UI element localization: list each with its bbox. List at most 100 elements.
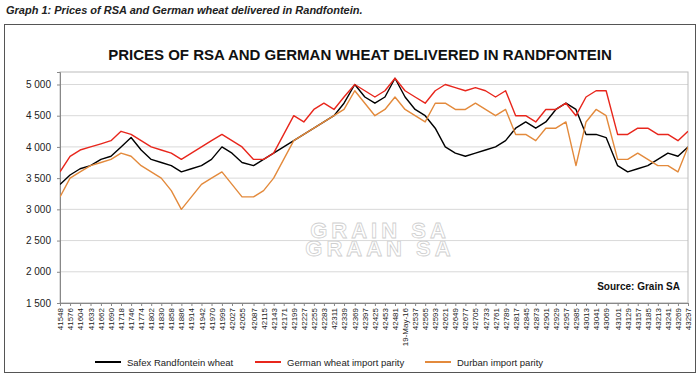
x-tick: 42873	[532, 303, 541, 330]
legend-swatch	[95, 361, 121, 363]
x-tick-mark	[658, 303, 659, 306]
x-tick-label: 42143	[270, 307, 279, 330]
x-tick-mark	[536, 303, 537, 306]
x-tick-mark	[516, 303, 517, 306]
x-tick-mark	[576, 303, 577, 306]
x-tick-mark	[425, 303, 426, 306]
x-tick: 42255	[310, 303, 319, 330]
x-tick-mark	[171, 303, 172, 306]
x-tick-label: 41604	[76, 307, 85, 330]
x-tick: 42369	[351, 303, 360, 330]
x-tick-mark	[606, 303, 607, 306]
x-tick-mark	[668, 303, 669, 306]
y-tick-label: 5 000	[26, 79, 51, 90]
x-tick: 42453	[381, 303, 390, 330]
x-tick: 42055	[238, 303, 247, 330]
x-tick-label: 41886	[177, 307, 186, 330]
x-tick: 42985	[572, 303, 581, 330]
y-tick-label: 3 000	[26, 204, 51, 215]
x-tick: 42957	[562, 303, 571, 330]
x-tick-label: 42055	[238, 307, 247, 330]
series-lines	[60, 78, 688, 209]
x-tick-mark	[435, 303, 436, 306]
series-line	[60, 91, 688, 210]
x-tick-label: 43297	[684, 307, 693, 330]
x-tick: 43069	[602, 303, 611, 330]
x-tick: 41858	[167, 303, 176, 330]
y-axis-line	[57, 73, 61, 304]
x-tick: 42425	[371, 303, 380, 330]
x-tick-label: 42845	[522, 307, 531, 330]
x-tick-label: 43241	[664, 307, 673, 330]
x-tick: 42027	[228, 303, 237, 330]
x-tick: 42705	[471, 303, 480, 330]
y-tick-mark	[57, 272, 60, 273]
x-tick-mark	[465, 303, 466, 306]
x-tick-mark	[101, 303, 102, 306]
x-tick: 42171	[280, 303, 289, 330]
x-tick: 43185	[644, 303, 653, 330]
legend-label: Safex Randfontein wheat	[127, 357, 234, 368]
x-tick-mark	[121, 303, 122, 306]
x-tick-mark	[648, 303, 649, 306]
x-tick: 41662	[97, 303, 106, 330]
x-tick: 41914	[187, 303, 196, 330]
x-tick-label: 43157	[634, 307, 643, 330]
x-tick: 42115	[260, 303, 269, 330]
x-tick: 41830	[157, 303, 166, 330]
x-tick-mark	[405, 303, 406, 306]
legend: Safex Randfontein wheatGerman wheat impo…	[95, 357, 543, 368]
x-tick-mark	[70, 303, 71, 306]
x-tick-mark	[385, 303, 386, 306]
x-tick-label: 41746	[127, 307, 136, 330]
x-tick-label: 41548	[56, 307, 65, 330]
x-tick: 42481	[391, 303, 400, 330]
x-tick-mark	[395, 303, 396, 306]
x-tick: 42199	[290, 303, 299, 330]
x-tick-label: 41662	[97, 307, 106, 330]
x-axis-line	[61, 304, 689, 307]
x-tick-mark	[596, 303, 597, 306]
x-tick-mark	[496, 303, 497, 306]
x-tick: 41802	[147, 303, 156, 330]
series-line	[60, 78, 688, 184]
y-tick-mark	[57, 241, 60, 242]
x-tick: 42311	[330, 303, 339, 330]
legend-swatch	[255, 361, 281, 363]
x-tick: 43013	[582, 303, 591, 330]
grid	[60, 84, 688, 303]
x-tick-label: 42425	[371, 307, 380, 330]
x-tick-label: 41970	[208, 307, 217, 330]
x-tick-label: 41942	[198, 307, 207, 330]
x-tick: 42227	[300, 303, 309, 330]
x-tick-label: 41858	[167, 307, 176, 330]
x-tick: 41999	[218, 303, 227, 330]
series-line	[60, 78, 688, 172]
x-tick: 43157	[634, 303, 643, 330]
x-tick: 43213	[654, 303, 663, 330]
x-tick: 42761	[492, 303, 501, 330]
x-tick-mark	[475, 303, 476, 306]
x-tick-mark	[485, 303, 486, 306]
x-tick-mark	[314, 303, 315, 306]
y-tick: 3 000	[26, 204, 60, 215]
x-tick-mark	[284, 303, 285, 306]
x-tick-label: 42705	[471, 307, 480, 330]
x-tick-label: 43101	[614, 307, 623, 330]
x-tick-label: 42311	[330, 307, 339, 329]
x-tick: 42733	[482, 303, 491, 330]
x-tick: 42677	[461, 303, 470, 330]
x-tick: 41718	[117, 303, 126, 330]
x-tick: 41774	[137, 303, 146, 330]
y-axis: 1 5002 0002 5003 0003 5004 0004 5005 000	[26, 73, 61, 309]
x-tick-mark	[254, 303, 255, 306]
y-tick: 2 000	[26, 266, 60, 277]
plot-frame	[60, 72, 688, 303]
x-tick-label: 42985	[572, 307, 581, 330]
legend-swatch	[425, 361, 451, 363]
x-tick-label: 43213	[654, 307, 663, 330]
x-tick-label: 42761	[492, 307, 501, 330]
x-tick-mark	[201, 303, 202, 306]
chart: Graph 1: Prices of RSA and German wheat …	[0, 0, 700, 375]
x-tick-label: 42339	[340, 307, 349, 330]
